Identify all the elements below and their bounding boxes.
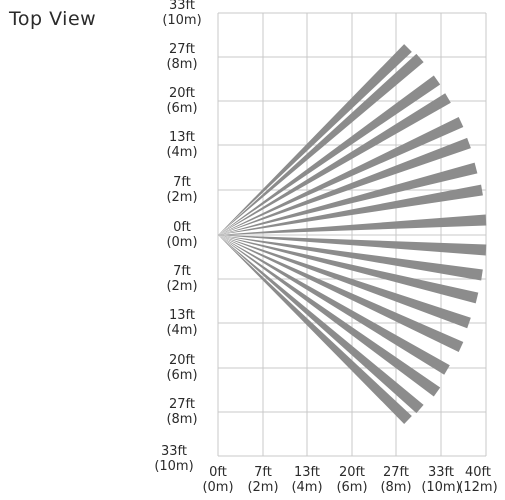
detection-beam bbox=[218, 235, 412, 424]
detection-beam bbox=[218, 137, 471, 235]
x-axis-label-m: (4m) bbox=[291, 480, 323, 495]
y-axis-label: 20ft (6m) bbox=[154, 353, 210, 383]
x-axis-label: 40ft (12m) bbox=[456, 465, 500, 495]
y-axis-label-m: (6m) bbox=[166, 368, 198, 383]
x-axis-label-m: (12m) bbox=[458, 480, 498, 495]
x-axis-label-ft: 40ft bbox=[465, 465, 491, 480]
detection-beam bbox=[218, 235, 450, 375]
y-axis-label: 33ft (10m) bbox=[146, 444, 202, 474]
x-axis-label-ft: 27ft bbox=[383, 465, 409, 480]
detection-beams bbox=[218, 44, 487, 424]
detection-beam bbox=[218, 235, 471, 329]
y-axis-label-m: (10m) bbox=[154, 459, 194, 474]
detection-beam bbox=[218, 75, 441, 236]
detection-beam bbox=[218, 235, 464, 352]
x-axis-label: 27ft (8m) bbox=[374, 465, 418, 495]
x-axis-label-m: (0m) bbox=[202, 480, 234, 495]
y-axis-label-ft: 20ft bbox=[169, 86, 195, 101]
y-axis-label-m: (8m) bbox=[166, 412, 198, 427]
y-axis-label-ft: 7ft bbox=[173, 175, 191, 190]
diagram-title: Top View bbox=[9, 8, 97, 30]
y-axis-label-ft: 13ft bbox=[169, 308, 195, 323]
y-axis-label-m: (2m) bbox=[166, 190, 198, 205]
y-axis-label-m: (6m) bbox=[166, 101, 198, 116]
x-axis-label: 13ft (4m) bbox=[285, 465, 329, 495]
y-axis-label: 7ft (2m) bbox=[154, 264, 210, 294]
y-axis-label-m: (8m) bbox=[166, 57, 198, 72]
y-axis-label: 20ft (6m) bbox=[154, 86, 210, 116]
detection-beam bbox=[218, 117, 464, 235]
x-axis-label-m: (10m) bbox=[421, 480, 461, 495]
x-axis-label-ft: 13ft bbox=[294, 465, 320, 480]
detection-beam bbox=[218, 184, 483, 235]
y-axis-label: 27ft (8m) bbox=[154, 397, 210, 427]
x-axis-label: 20ft (6m) bbox=[330, 465, 374, 495]
y-axis-label: 13ft (4m) bbox=[154, 308, 210, 338]
grid-lines bbox=[217, 12, 487, 457]
detection-beam bbox=[218, 44, 412, 235]
detection-beam bbox=[218, 93, 451, 235]
y-axis-label-ft: 0ft bbox=[173, 220, 191, 235]
detection-beam bbox=[218, 214, 487, 235]
y-axis-label: 33ft (10m) bbox=[154, 0, 210, 28]
y-axis-label-ft: 33ft bbox=[161, 444, 187, 459]
y-axis-label-m: (4m) bbox=[166, 323, 198, 338]
y-axis-label: 0ft (0m) bbox=[154, 220, 210, 250]
x-axis-label-ft: 20ft bbox=[339, 465, 365, 480]
y-axis-label-ft: 7ft bbox=[173, 264, 191, 279]
y-axis-label-ft: 27ft bbox=[169, 397, 195, 412]
x-axis-label-ft: 33ft bbox=[428, 465, 454, 480]
y-axis-label-ft: 20ft bbox=[169, 353, 195, 368]
y-axis-label: 7ft (2m) bbox=[154, 175, 210, 205]
x-axis-label-m: (8m) bbox=[380, 480, 412, 495]
detection-beam bbox=[218, 235, 487, 256]
y-axis-label-ft: 13ft bbox=[169, 130, 195, 145]
detection-beam bbox=[218, 235, 424, 414]
y-axis-label-ft: 27ft bbox=[169, 42, 195, 57]
x-axis-label: 7ft (2m) bbox=[241, 465, 285, 495]
x-axis-label-m: (6m) bbox=[336, 480, 368, 495]
x-axis-label: 0ft (0m) bbox=[196, 465, 240, 495]
x-axis-label-ft: 0ft bbox=[209, 465, 227, 480]
detection-beam bbox=[218, 53, 424, 235]
y-axis-label-m: (10m) bbox=[162, 13, 202, 28]
detection-beam bbox=[218, 235, 441, 397]
x-axis-label-m: (2m) bbox=[247, 480, 279, 495]
y-axis-label-m: (4m) bbox=[166, 145, 198, 160]
detection-beam bbox=[218, 235, 483, 281]
y-axis-label-m: (0m) bbox=[166, 235, 198, 250]
x-axis-label: 33ft (10m) bbox=[419, 465, 463, 495]
y-axis-label-m: (2m) bbox=[166, 279, 198, 294]
x-axis-label-ft: 7ft bbox=[254, 465, 272, 480]
y-axis-label: 13ft (4m) bbox=[154, 130, 210, 160]
detection-beam bbox=[218, 235, 479, 304]
detection-beam bbox=[218, 162, 478, 235]
y-axis-label: 27ft (8m) bbox=[154, 42, 210, 72]
y-axis-label-ft: 33ft bbox=[169, 0, 195, 13]
